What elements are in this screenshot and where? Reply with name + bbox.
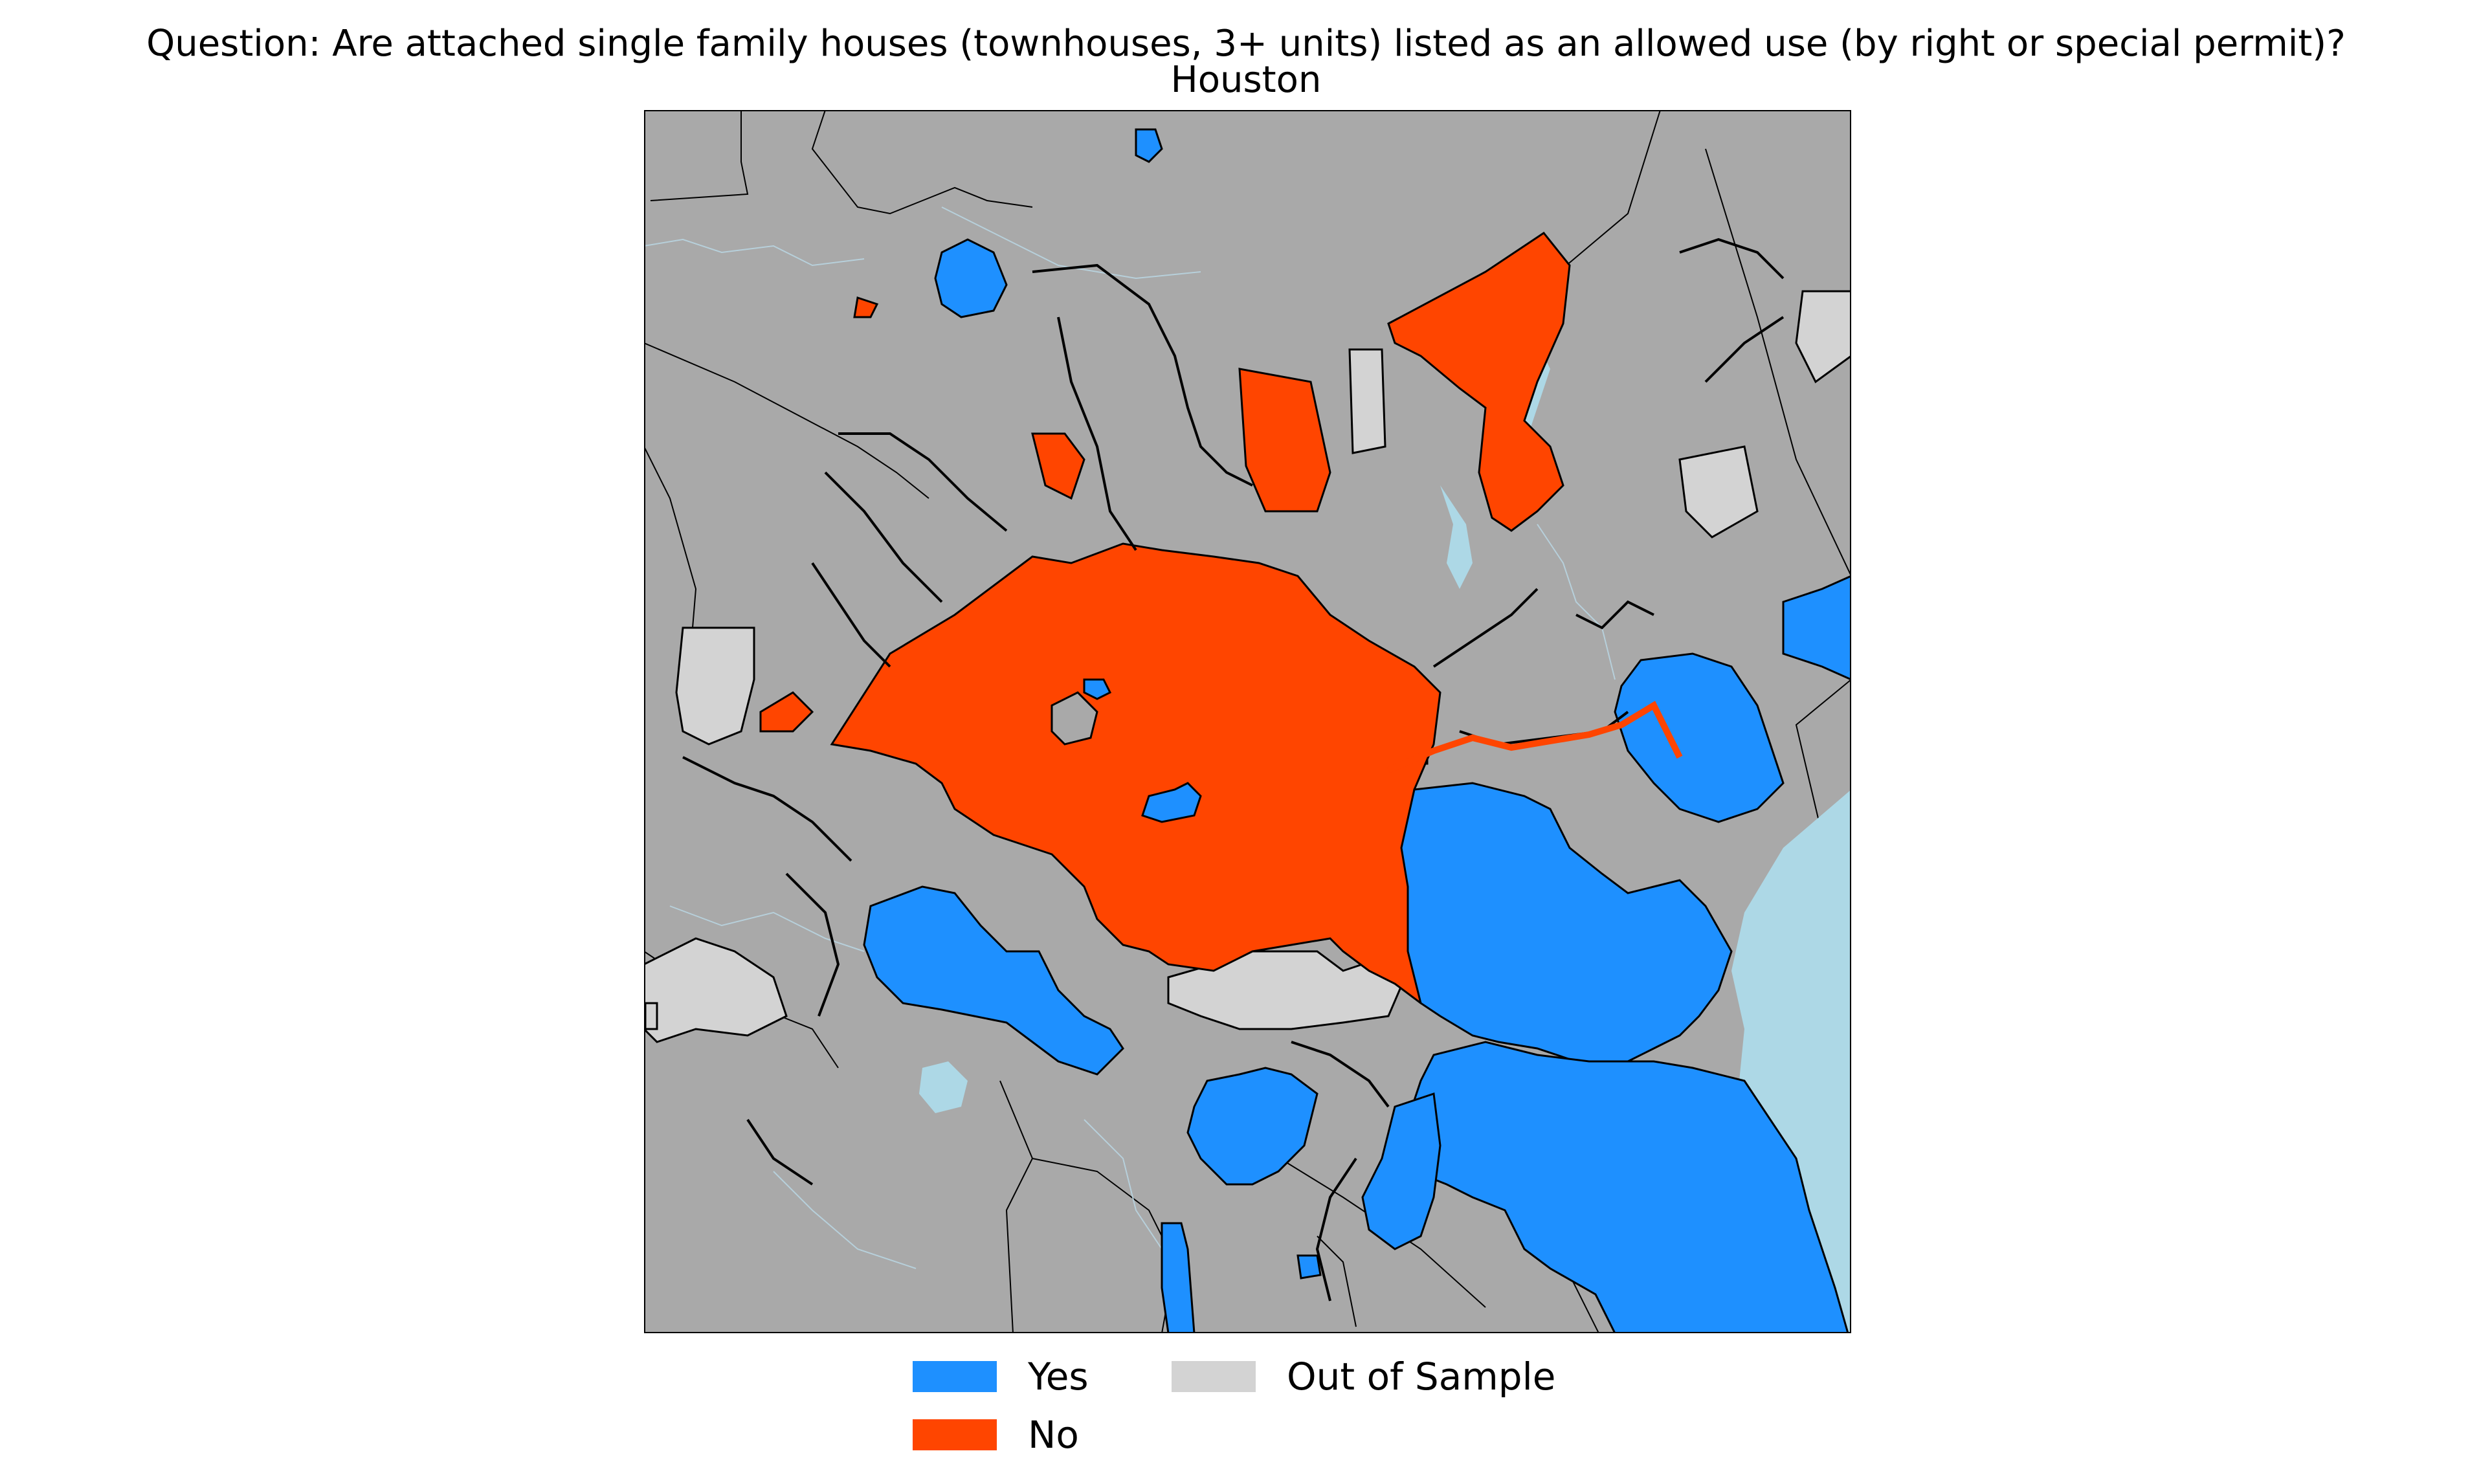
yes-areas xyxy=(863,128,1851,1333)
out-of-sample-areas xyxy=(644,290,1851,1043)
no-areas xyxy=(759,231,1571,1017)
legend-item-out-of-sample: Out of Sample xyxy=(1172,1355,1555,1399)
chart-title: Question: Are attached single family hou… xyxy=(146,23,2346,65)
legend-item-yes: Yes xyxy=(913,1355,1089,1399)
ship-channel xyxy=(1387,700,1683,773)
legend-item-no: No xyxy=(913,1413,1079,1457)
houston-enclaves xyxy=(1051,678,1202,823)
legend: Yes No Out of Sample xyxy=(913,1349,1625,1459)
legend-swatch-yes xyxy=(913,1361,997,1392)
legend-label-out-of-sample: Out of Sample xyxy=(1287,1355,1556,1399)
legend-label-yes: Yes xyxy=(1028,1355,1089,1399)
legend-swatch-out-of-sample xyxy=(1172,1361,1256,1392)
legend-label-no: No xyxy=(1028,1413,1079,1457)
chart-subtitle: Houston xyxy=(1170,59,1322,101)
creeks xyxy=(644,206,1616,1269)
map-border xyxy=(644,110,1851,1333)
map-frame xyxy=(644,110,1851,1333)
legend-swatch-no xyxy=(913,1419,997,1450)
